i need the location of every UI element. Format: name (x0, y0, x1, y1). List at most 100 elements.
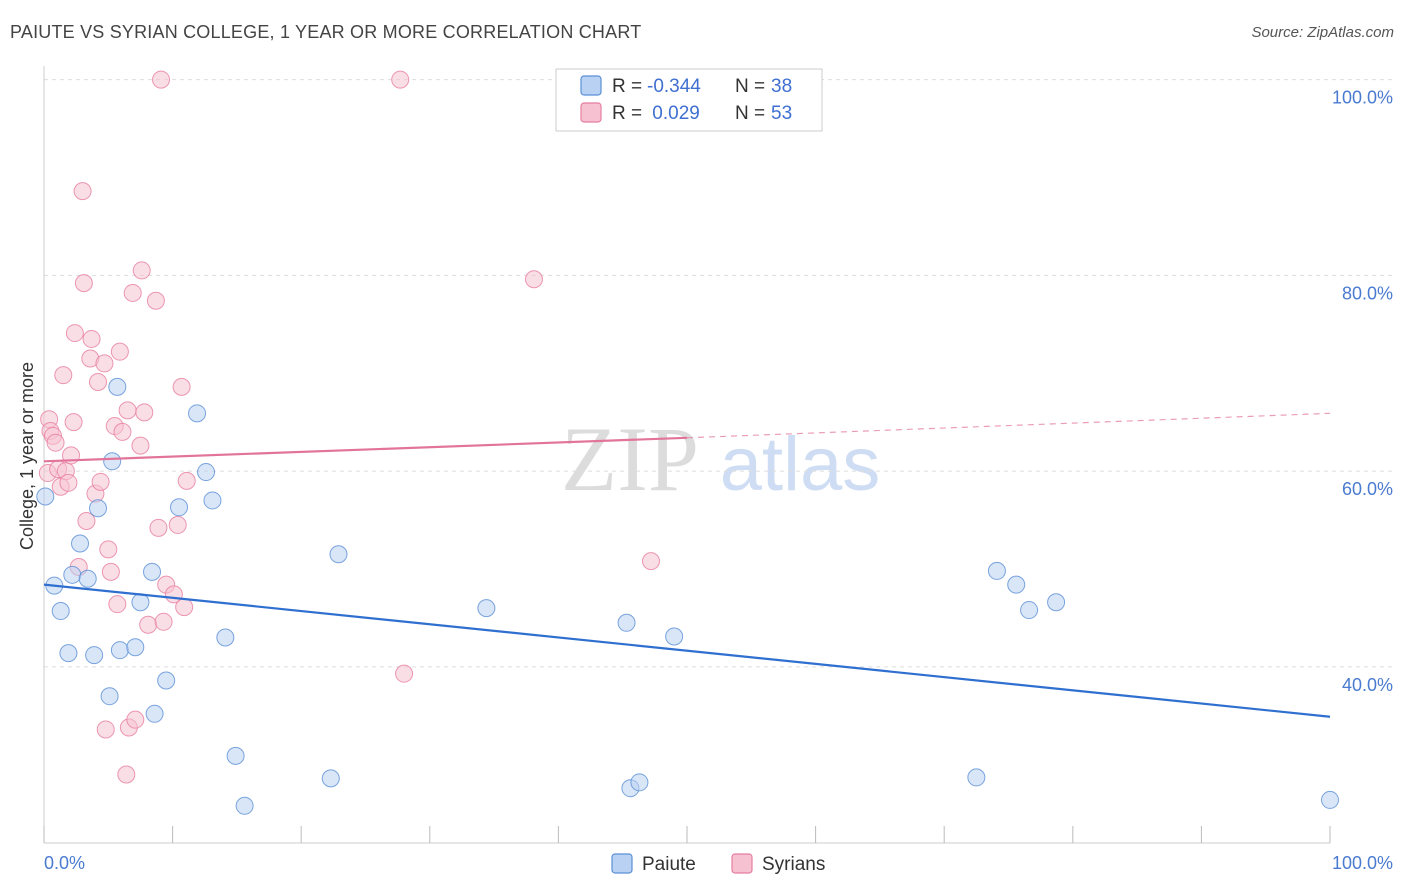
syrians-point (91, 472, 110, 491)
paiute-points (36, 377, 1339, 815)
paiute-point (329, 545, 348, 564)
paiute-point (235, 796, 254, 815)
paiute-point (59, 644, 78, 663)
syrians-point (89, 373, 108, 392)
paiute-point (85, 646, 104, 665)
bottom-legend-swatch-paiute (611, 853, 633, 874)
watermark: ZIP atlas (561, 408, 880, 510)
syrians-trend-line (43, 436, 688, 463)
paiute-point (143, 562, 162, 581)
syrians-point (131, 436, 150, 455)
legend-n-label-paiute: N = (735, 76, 765, 97)
paiute-point (170, 498, 189, 517)
chart-source: Source: ZipAtlas.com (1251, 24, 1394, 41)
paiute-point (36, 487, 55, 506)
syrians-points (38, 70, 660, 784)
paiute-point (71, 534, 90, 553)
paiute-point (203, 491, 222, 510)
paiute-point (188, 404, 207, 423)
paiute-point (197, 463, 216, 482)
paiute-point (1321, 790, 1339, 809)
syrians-point (74, 274, 93, 293)
syrians-point (77, 511, 96, 530)
syrians-point (139, 615, 158, 634)
syrians-point (149, 518, 168, 537)
legend-r-value-syrians: 0.029 (647, 103, 700, 124)
legend-r-value-paiute: -0.344 (647, 76, 701, 97)
syrians-point (73, 182, 92, 201)
paiute-point (226, 746, 245, 765)
syrians-point (96, 720, 115, 739)
syrians-point (126, 710, 145, 729)
syrians-point (395, 664, 414, 683)
syrians-point (117, 765, 136, 784)
syrians-point (54, 366, 73, 385)
paiute-point (145, 704, 164, 723)
paiute-point (1007, 575, 1026, 594)
y-tick-labels: 100.0% 80.0% 60.0% 40.0% (1332, 88, 1393, 695)
paiute-point (1020, 601, 1039, 620)
bottom-legend-swatch-syrians (731, 853, 753, 874)
syrians-point (168, 515, 187, 534)
syrians-point (391, 70, 410, 89)
syrians-point (152, 70, 171, 89)
syrians-point (101, 562, 120, 581)
legend-n-value-paiute: 38 (771, 76, 792, 97)
syrians-point (46, 433, 65, 452)
paiute-point (967, 768, 986, 787)
syrians-point (95, 354, 114, 373)
bottom-legend-label-syrians: Syrians (762, 854, 825, 875)
legend-n-label-syrians: N = (735, 103, 765, 124)
syrians-point (146, 291, 165, 310)
paiute-point (103, 452, 122, 471)
series-legend: Paiute Syrians (611, 853, 825, 875)
legend-swatch-paiute (580, 75, 602, 96)
paiute-point (665, 627, 684, 646)
syrians-point (82, 329, 101, 348)
paiute-point (321, 769, 340, 788)
paiute-point (1047, 593, 1066, 612)
syrians-point (110, 342, 129, 361)
paiute-point (131, 593, 150, 612)
syrians-point (172, 377, 191, 396)
syrians-point (65, 324, 84, 343)
trend-lines (43, 412, 1331, 718)
paiute-point (630, 773, 649, 792)
legend-n-value-syrians: 53 (771, 103, 792, 124)
x-tick-label: 0.0% (44, 853, 85, 873)
syrians-point (64, 413, 83, 432)
syrians-point (175, 598, 194, 617)
y-tick-label: 60.0% (1342, 479, 1393, 499)
y-tick-label: 80.0% (1342, 283, 1393, 303)
paiute-point (78, 569, 97, 588)
chart-title: PAIUTE VS SYRIAN COLLEGE, 1 YEAR OR MORE… (10, 22, 642, 42)
paiute-point (987, 561, 1006, 580)
syrians-point (99, 540, 118, 559)
syrians-point (641, 552, 660, 571)
syrians-trend-line-extension (686, 412, 1331, 439)
y-tick-label: 100.0% (1332, 88, 1393, 108)
syrians-point (113, 422, 132, 441)
paiute-point (63, 565, 82, 584)
paiute-point (216, 628, 235, 647)
paiute-point (89, 499, 108, 518)
paiute-point (126, 638, 145, 657)
syrians-point (135, 403, 154, 422)
watermark-atlas: atlas (720, 422, 881, 507)
x-tick-labels: 0.0% 100.0% (44, 853, 1393, 873)
paiute-point (157, 671, 176, 690)
axes (43, 66, 1331, 844)
syrians-point (154, 612, 173, 631)
watermark-zip: ZIP (561, 408, 699, 510)
x-tick-label: 100.0% (1332, 853, 1393, 873)
paiute-point (100, 687, 119, 706)
syrians-point (524, 270, 543, 289)
syrians-point (177, 471, 196, 490)
y-tick-label: 40.0% (1342, 675, 1393, 695)
syrians-point (118, 401, 137, 420)
legend-swatch-syrians (580, 102, 602, 123)
syrians-point (59, 473, 78, 492)
correlation-legend: R = -0.344 N = 38 R = 0.029 N = 53 (555, 68, 823, 132)
gridlines (44, 79, 1395, 668)
